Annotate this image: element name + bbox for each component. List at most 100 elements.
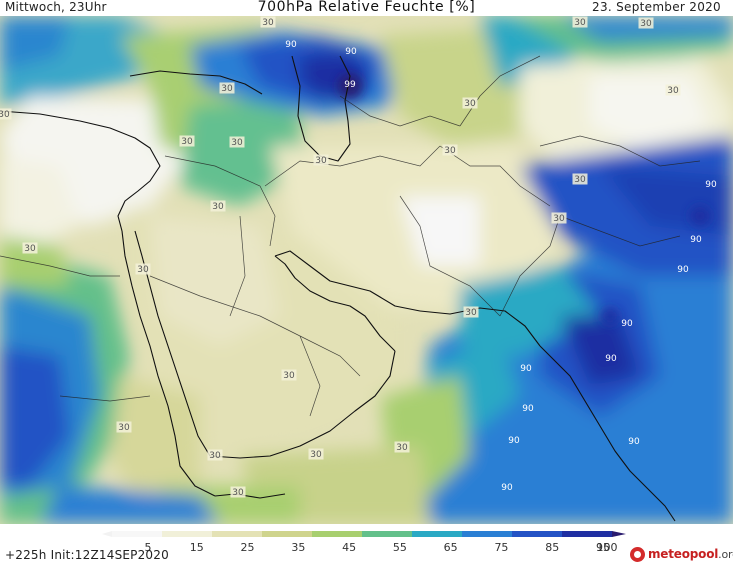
svg-text:30: 30 <box>209 451 221 461</box>
legend-tick-5: 5 <box>145 541 152 554</box>
svg-text:30: 30 <box>444 146 456 156</box>
svg-text:90: 90 <box>621 319 633 329</box>
legend-tick-15: 15 <box>190 541 204 554</box>
svg-text:30: 30 <box>574 18 586 28</box>
legend-swatch <box>162 531 213 537</box>
logo-brand: meteopool <box>648 547 719 561</box>
contour-label-90: 90 <box>520 364 532 374</box>
logo-tld: .org <box>718 548 733 561</box>
legend-swatch <box>362 531 413 537</box>
contour-label-90: 90 <box>508 436 520 446</box>
contour-label-30: 30 <box>394 441 410 453</box>
svg-text:30: 30 <box>667 86 679 96</box>
contour-label-30: 30 <box>463 306 479 318</box>
legend-arrow-tail <box>102 531 112 537</box>
contour-label-90: 90 <box>501 483 513 493</box>
contour-label-30: 30 <box>260 16 276 28</box>
legend-tick-55: 55 <box>393 541 407 554</box>
svg-text:30: 30 <box>464 99 476 109</box>
svg-text:30: 30 <box>24 244 36 254</box>
legend-swatch <box>112 531 163 537</box>
svg-text:90: 90 <box>690 235 702 245</box>
forecast-date: 23. September 2020 <box>592 0 721 14</box>
svg-text:90: 90 <box>605 354 617 364</box>
svg-text:30: 30 <box>283 371 295 381</box>
contour-label-30: 30 <box>135 263 151 275</box>
legend-tick-45: 45 <box>342 541 356 554</box>
legend-colorbar <box>102 531 626 537</box>
svg-text:90: 90 <box>522 404 534 414</box>
contour-label-90: 90 <box>677 265 689 275</box>
svg-text:30: 30 <box>232 488 244 498</box>
contour-label-30: 30 <box>229 136 245 148</box>
svg-text:30: 30 <box>396 443 408 453</box>
contour-labels: 90 90 99 30 30 30 30 30 30 30 30 30 30 30 30 30 30 30 30 30… <box>0 16 717 498</box>
contour-label-90: 90 <box>522 404 534 414</box>
contour-label-30: 30 <box>551 212 567 224</box>
contour-label-90: 90 <box>345 47 357 57</box>
logo-icon <box>630 547 645 562</box>
contour-label-30: 30 <box>665 84 681 96</box>
legend-tick-25: 25 <box>241 541 255 554</box>
legend-tick-85: 85 <box>545 541 559 554</box>
svg-text:30: 30 <box>640 19 652 29</box>
contour-label-90: 90 <box>628 437 640 447</box>
contour-label-30: 30 <box>22 242 38 254</box>
svg-text:90: 90 <box>345 47 357 57</box>
contour-label-90: 90 <box>705 180 717 190</box>
svg-text:90: 90 <box>285 40 297 50</box>
legend-swatch <box>212 531 263 537</box>
svg-text:30: 30 <box>465 308 477 318</box>
contour-label-90: 90 <box>605 354 617 364</box>
humidity-field <box>0 16 733 524</box>
forecast-valid-time: Mittwoch, 23Uhr <box>5 0 107 14</box>
map-title: 700hPa Relative Feuchte [%] <box>257 0 476 15</box>
legend-swatch <box>412 531 463 537</box>
svg-text:30: 30 <box>231 138 243 148</box>
coastlines <box>0 55 676 522</box>
svg-text:30: 30 <box>137 265 149 275</box>
run-info: +225h Init:12Z14SEP2020 <box>5 548 169 562</box>
contour-label-30: 30 <box>281 369 297 381</box>
svg-text:99: 99 <box>344 80 356 90</box>
contour-label-30: 30 <box>638 17 654 29</box>
legend-swatch <box>312 531 363 537</box>
contour-label-99: 99 <box>344 80 356 90</box>
color-legend: 5 15 25 35 45 55 65 75 85 95 100 <box>0 524 733 566</box>
svg-text:90: 90 <box>705 180 717 190</box>
svg-text:90: 90 <box>677 265 689 275</box>
contour-label-30: 30 <box>207 449 223 461</box>
legend-tick-75: 75 <box>494 541 508 554</box>
legend-tick-35: 35 <box>291 541 305 554</box>
svg-text:30: 30 <box>574 175 586 185</box>
humidity-map: 90 90 99 30 30 30 30 30 30 30 30 30 30 30 30 30 30 30 30 30… <box>0 16 733 524</box>
contour-label-30: 30 <box>572 173 588 185</box>
svg-text:30: 30 <box>553 214 565 224</box>
contour-label-30: 30 <box>219 82 235 94</box>
svg-text:30: 30 <box>212 202 224 212</box>
legend-arrow-tip <box>612 531 626 537</box>
legend-tick-65: 65 <box>444 541 458 554</box>
contour-label-30: 30 <box>462 97 478 109</box>
svg-text:30: 30 <box>310 450 322 460</box>
contour-label-90: 90 <box>621 319 633 329</box>
svg-text:90: 90 <box>508 436 520 446</box>
contour-label-90: 90 <box>690 235 702 245</box>
contour-label-30: 30 <box>116 421 132 433</box>
svg-text:90: 90 <box>628 437 640 447</box>
legend-swatch <box>512 531 563 537</box>
legend-tick-95: 95 <box>596 541 610 554</box>
svg-text:30: 30 <box>315 156 327 166</box>
contour-label-30: 30 <box>210 200 226 212</box>
svg-text:30: 30 <box>221 84 233 94</box>
legend-tick-100: 100 <box>597 541 618 554</box>
contour-label-30: 30 <box>442 144 458 156</box>
svg-text:30: 30 <box>0 110 10 120</box>
svg-text:90: 90 <box>501 483 513 493</box>
country-borders <box>0 55 701 417</box>
svg-text:90: 90 <box>520 364 532 374</box>
contour-label-30: 30 <box>313 154 329 166</box>
contour-label-30: 30 <box>572 16 588 28</box>
legend-swatch <box>562 531 613 537</box>
